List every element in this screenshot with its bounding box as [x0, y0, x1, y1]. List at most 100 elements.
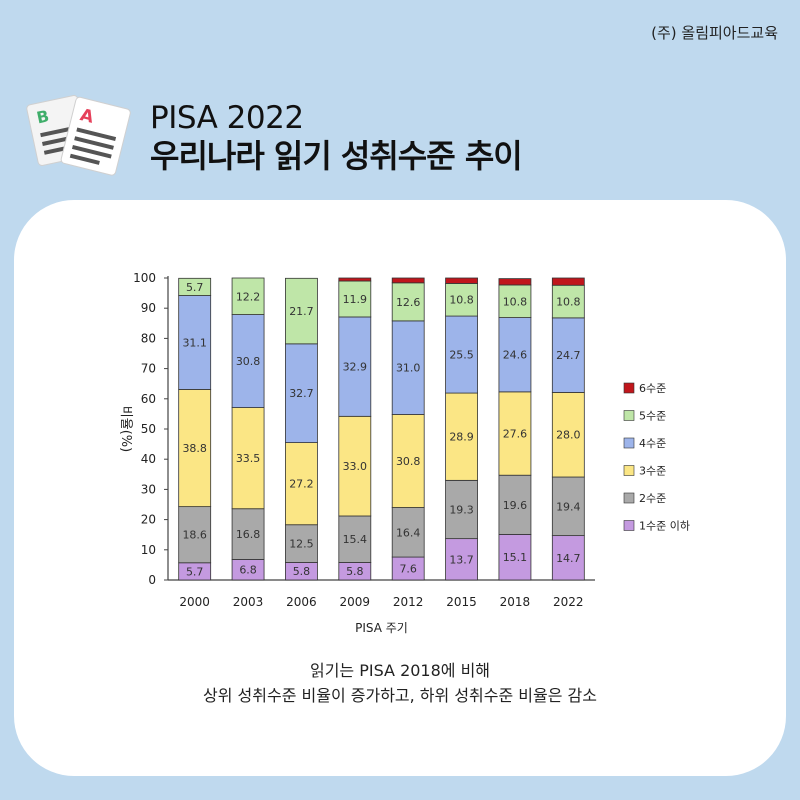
- bar-segment: [338, 277, 372, 282]
- bar-segment: [391, 277, 425, 284]
- data-label: 16.8: [236, 528, 261, 541]
- x-tick-label: 2012: [393, 595, 424, 609]
- legend-label: 4수준: [639, 437, 666, 450]
- data-label: 15.1: [503, 551, 528, 564]
- bar-segment: [338, 515, 372, 563]
- legend-label: 2수준: [639, 492, 666, 505]
- data-label: 16.4: [396, 526, 421, 539]
- data-label: 5.7: [186, 281, 204, 294]
- x-tick-label: 2006: [286, 595, 317, 609]
- data-label: 12.6: [396, 296, 421, 309]
- data-label: 19.3: [449, 503, 474, 516]
- bar-segment: [285, 524, 318, 563]
- bar-segment: [391, 414, 425, 508]
- legend-swatch: [623, 465, 635, 476]
- x-tick-label: 2003: [233, 595, 264, 609]
- data-label: 19.4: [556, 500, 581, 513]
- bar-segment: [445, 392, 478, 481]
- bar-segment: [338, 415, 372, 517]
- x-tick-label: 2000: [179, 595, 210, 609]
- y-tick-label: 0: [148, 573, 156, 587]
- bar-segment: [285, 277, 318, 345]
- legend-label: 3수준: [639, 465, 666, 478]
- legend-label: 1수준 이하: [639, 519, 690, 533]
- bar-segment: [178, 389, 212, 508]
- legend-swatch: [623, 382, 635, 394]
- data-label: 24.6: [503, 349, 528, 362]
- data-label: 28.0: [556, 429, 581, 442]
- data-label: 33.5: [236, 452, 261, 465]
- bar-segment: [498, 533, 532, 581]
- y-tick-label: 70: [141, 362, 156, 376]
- bar-segment: [551, 392, 585, 478]
- bar-segment: [445, 479, 478, 540]
- y-tick-label: 20: [141, 513, 156, 527]
- y-tick-label: 30: [141, 482, 156, 496]
- x-tick-label: 2022: [553, 595, 584, 609]
- data-label: 10.8: [503, 295, 528, 308]
- bar-segment: [231, 314, 265, 408]
- data-label: 21.7: [289, 305, 314, 318]
- x-tick-label: 2009: [340, 595, 371, 609]
- data-label: 10.8: [556, 296, 581, 309]
- bar-segment: [178, 277, 212, 296]
- caption-line2: 상위 성취수준 비율이 증가하고, 하위 성취수준 비율은 감소: [203, 686, 597, 705]
- svg-text:B: B: [35, 106, 51, 127]
- data-label: 27.6: [503, 428, 528, 441]
- x-tick-label: 2015: [446, 595, 477, 609]
- bar-segment: [178, 295, 212, 390]
- legend-swatch: [623, 410, 635, 421]
- data-label: 30.8: [396, 455, 421, 468]
- data-label: 10.8: [449, 294, 474, 307]
- bar-segment: [338, 316, 372, 417]
- y-tick-label: 10: [141, 543, 156, 557]
- bar-segment: [391, 507, 425, 558]
- data-label: 12.5: [289, 538, 314, 551]
- data-label: 28.9: [449, 431, 474, 444]
- bar-segment: [391, 282, 425, 322]
- bar-segment: [551, 317, 585, 393]
- y-tick-label: 100: [133, 271, 156, 285]
- caption-line1: 읽기는 PISA 2018에 비해: [309, 661, 491, 680]
- data-label: 14.7: [556, 552, 581, 565]
- data-label: 5.8: [293, 565, 311, 578]
- bar-segment: [178, 506, 212, 564]
- data-label: 38.8: [182, 442, 207, 455]
- data-label: 18.6: [182, 529, 207, 542]
- data-label: 6.8: [239, 564, 257, 577]
- bar-segment: [498, 278, 532, 286]
- data-label: 31.1: [182, 336, 207, 349]
- data-label: 27.2: [289, 478, 314, 491]
- data-label: 11.9: [343, 293, 368, 306]
- data-label: 5.7: [186, 565, 204, 578]
- data-label: 7.6: [399, 563, 417, 576]
- data-label: 5.8: [346, 565, 364, 578]
- bar-segment: [498, 317, 532, 393]
- title-line1: PISA 2022: [150, 100, 304, 136]
- page-title: PISA 2022 우리나라 읽기 성취수준 추이: [150, 100, 523, 176]
- bar-segment: [231, 277, 265, 315]
- data-label: 31.0: [396, 362, 421, 375]
- bar-segment: [498, 391, 532, 476]
- data-label: 12.2: [236, 290, 261, 303]
- data-label: 32.7: [289, 387, 314, 400]
- data-label: 25.5: [449, 349, 474, 362]
- title-line2: 우리나라 읽기 성취수준 추이: [150, 137, 523, 175]
- bar-segment: [445, 277, 478, 284]
- data-label: 32.9: [343, 361, 368, 374]
- caption: 읽기는 PISA 2018에 비해 상위 성취수준 비율이 증가하고, 하위 성…: [14, 658, 786, 708]
- svg-text:A: A: [78, 105, 96, 128]
- bar-segment: [231, 508, 265, 560]
- document-grade-icon: B A: [26, 94, 131, 176]
- y-tick-label: 50: [141, 422, 156, 436]
- bar-segment: [551, 277, 585, 286]
- legend-label: 6수준: [639, 382, 666, 395]
- y-tick-label: 90: [141, 301, 156, 315]
- legend-swatch: [623, 520, 635, 531]
- bar-segment: [551, 535, 585, 581]
- bar-segment: [445, 538, 478, 581]
- legend-swatch: [623, 492, 635, 504]
- legend-label: 5수준: [639, 410, 666, 423]
- data-label: 15.4: [343, 533, 368, 546]
- y-tick-label: 80: [141, 331, 156, 345]
